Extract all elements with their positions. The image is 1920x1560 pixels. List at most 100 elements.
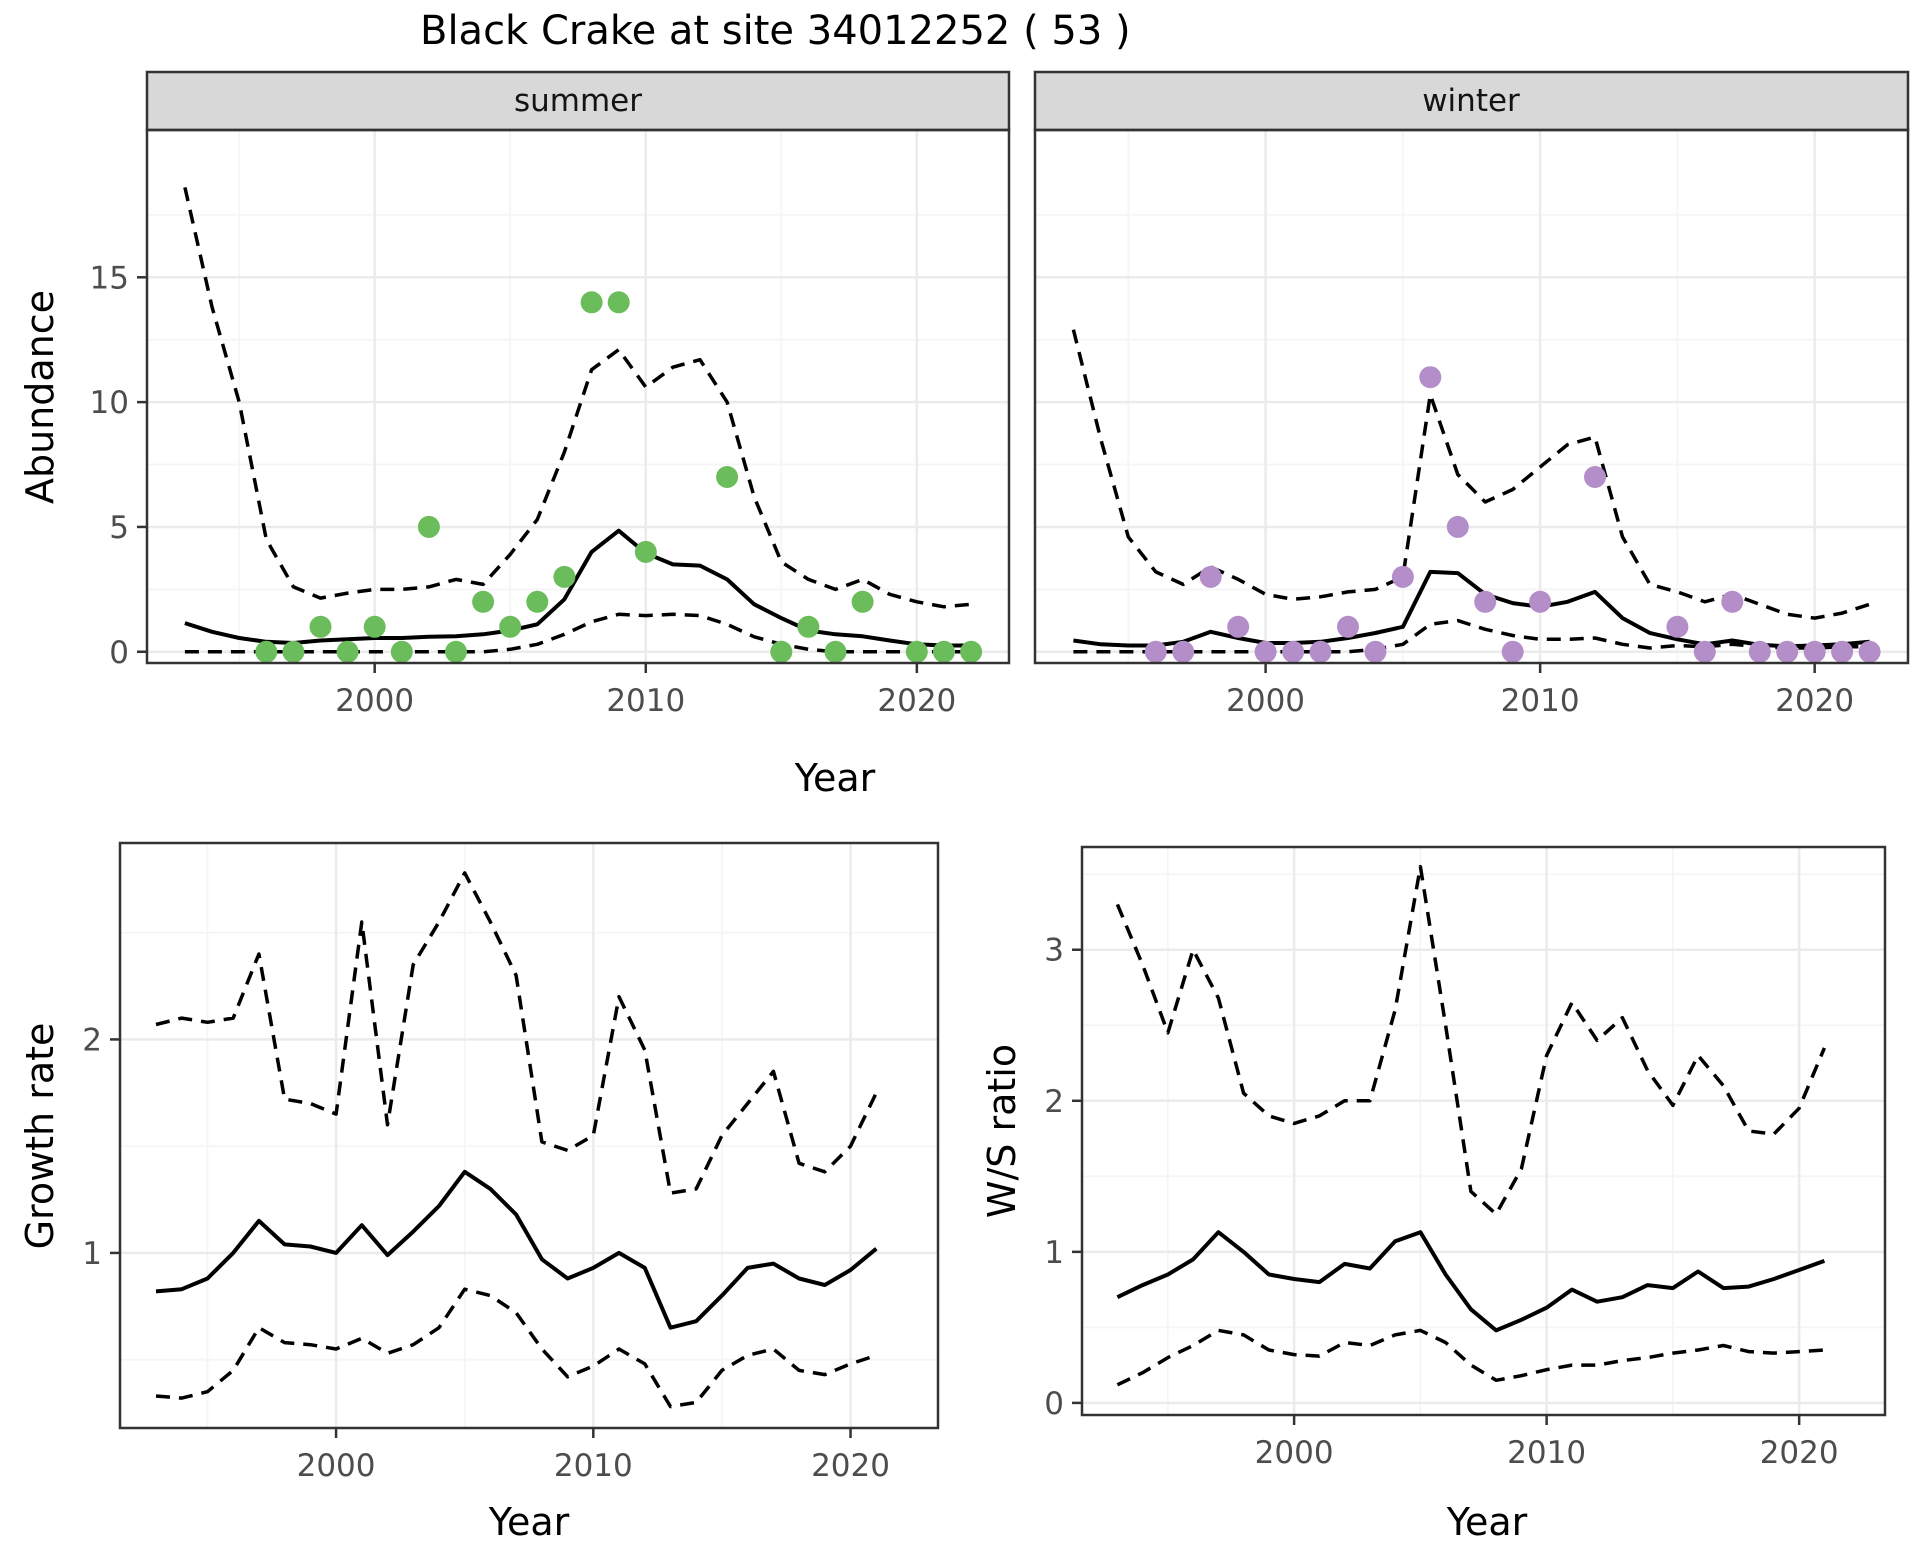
data-point: [1776, 640, 1799, 663]
data-point: [1831, 640, 1854, 663]
data-point: [1693, 640, 1716, 663]
series-fitted-mean: [184, 528, 972, 648]
facet-label-winter: winter: [1422, 83, 1520, 119]
data-point: [824, 640, 847, 663]
year-axis-title-top: Year: [794, 756, 876, 800]
data-point: [336, 640, 359, 663]
data-point: [1501, 640, 1524, 663]
y-tick-label: 3: [1044, 933, 1064, 969]
y-tick-label: 15: [90, 260, 129, 296]
data-point: [1199, 565, 1222, 588]
data-point: [1858, 640, 1881, 663]
data-point: [634, 540, 657, 563]
growth-rate-axis-title: Growth rate: [18, 1022, 62, 1250]
data-point: [417, 515, 440, 538]
y-tick-label: 1: [1044, 1235, 1064, 1271]
data-point: [580, 291, 603, 314]
y-tick-label: 2: [1044, 1084, 1064, 1120]
facet-label-summer: summer: [513, 83, 643, 119]
data-point: [932, 640, 955, 663]
abundance-axis-title: Abundance: [18, 289, 62, 505]
series-fitted-mean: [1073, 569, 1870, 649]
data-point: [282, 640, 305, 663]
data-point: [905, 640, 928, 663]
data-point: [1529, 590, 1552, 613]
panel-winter: 2000 2010 2020: [1033, 70, 1910, 719]
series-W-S-ratio: [1116, 1230, 1826, 1333]
data-point: [1309, 640, 1332, 663]
x-tick-label: 2000: [1255, 1435, 1334, 1471]
series-growth-rate: [155, 1169, 878, 1330]
data-point: [390, 640, 413, 663]
y-tick-label: 5: [109, 510, 129, 546]
panel-W/S ratio: 2000 2010 2020 0 1 2 3: [1044, 845, 1887, 1471]
panel-summer: 2000 2010 2020 0 5 10 15: [90, 70, 1011, 719]
series-lines: [1071, 329, 1871, 654]
y-tick-label: 1: [82, 1236, 102, 1272]
year-axis-title-growth: Year: [488, 1500, 570, 1544]
series-lower-CI: [1116, 1328, 1825, 1387]
y-tick-label: 0: [1044, 1386, 1064, 1422]
y-tick-label: 10: [90, 385, 129, 421]
data-point: [1419, 366, 1442, 389]
data-point: [770, 640, 793, 663]
series-lower-CI: [155, 1287, 877, 1409]
data-point: [499, 615, 522, 638]
ws-ratio-axis-title: W/S ratio: [980, 1043, 1024, 1219]
data-point: [363, 615, 386, 638]
x-tick-label: 2010: [1507, 1435, 1586, 1471]
data-point: [1364, 640, 1387, 663]
panel-Growth rate: 2000 2010 2020 1 2: [82, 841, 940, 1484]
x-tick-label: 2020: [1760, 1435, 1839, 1471]
facet-strip: [145, 70, 1011, 132]
series-lower-CI: [1073, 618, 1870, 654]
data-point: [1721, 590, 1744, 613]
facet-strip: [1033, 70, 1910, 132]
x-tick-label: 2000: [1226, 683, 1305, 719]
x-tick-label: 2000: [297, 1448, 376, 1484]
data-point: [553, 565, 576, 588]
data-point: [1666, 615, 1689, 638]
x-tick-label: 2010: [1501, 683, 1580, 719]
x-tick-label: 2010: [606, 683, 685, 719]
data-point: [1282, 640, 1305, 663]
x-tick-label: 2020: [877, 683, 956, 719]
series-upper-CI: [1071, 329, 1871, 620]
series-upper-CI: [183, 187, 972, 609]
series-lines: [1115, 864, 1827, 1387]
data-point: [1337, 615, 1359, 638]
data-point: [851, 590, 874, 613]
data-point: [1391, 565, 1414, 588]
data-point: [1584, 466, 1606, 488]
x-tick-label: 2020: [1775, 683, 1854, 719]
data-point: [445, 640, 467, 663]
series-upper-CI: [155, 871, 878, 1195]
data-point: [607, 291, 630, 314]
data-point: [1227, 615, 1250, 638]
data-point: [1748, 640, 1771, 663]
data-point: [1144, 640, 1167, 663]
data-point: [1446, 515, 1469, 538]
data-point: [309, 615, 332, 638]
data-point: [1474, 590, 1497, 613]
data-point: [960, 640, 983, 663]
data-point: [716, 466, 739, 488]
observed-points: [1144, 366, 1881, 663]
data-point: [472, 590, 495, 613]
x-tick-label: 2000: [335, 683, 414, 719]
series-lines: [155, 871, 878, 1409]
data-point: [1803, 640, 1826, 663]
y-tick-label: 2: [82, 1022, 102, 1058]
chart-title: Black Crake at site 34012252 ( 53 ): [420, 8, 1131, 54]
data-point: [255, 640, 278, 663]
x-tick-label: 2010: [554, 1448, 633, 1484]
observed-points: [255, 291, 983, 663]
data-point: [526, 590, 549, 613]
data-point: [797, 615, 820, 638]
year-axis-title-ws: Year: [1446, 1500, 1528, 1544]
data-point: [1172, 640, 1195, 663]
series-upper-CI: [1115, 864, 1827, 1216]
x-tick-label: 2020: [811, 1448, 890, 1484]
